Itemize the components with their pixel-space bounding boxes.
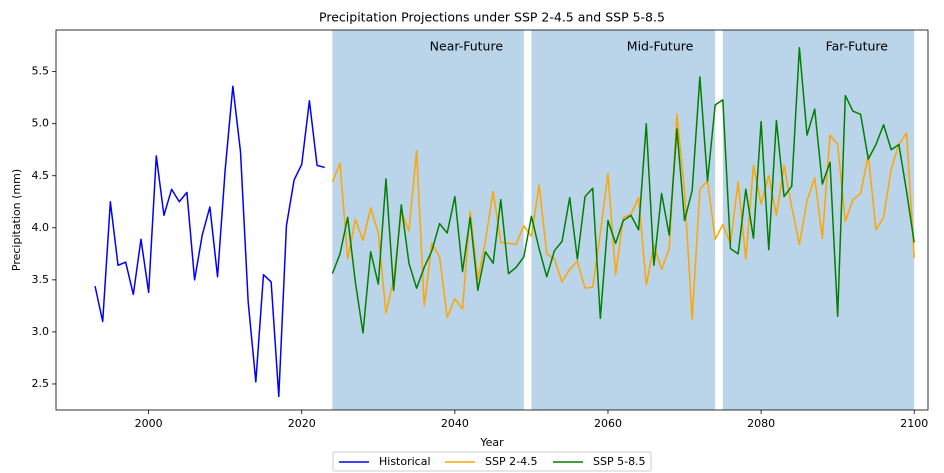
chart-title: Precipitation Projections under SSP 2-4.… <box>319 10 665 25</box>
x-tick-label: 2080 <box>747 417 775 430</box>
x-tick-label: 2020 <box>288 417 316 430</box>
legend-label: SSP 2-4.5 <box>485 455 538 468</box>
x-tick-label: 2060 <box>594 417 622 430</box>
y-tick-label: 5.5 <box>32 65 50 78</box>
y-tick-label: 4.0 <box>32 221 50 234</box>
x-tick-label: 2040 <box>441 417 469 430</box>
plot-frame <box>55 29 929 411</box>
legend-box <box>332 451 652 472</box>
series-line <box>94 85 325 398</box>
y-tick-label: 4.5 <box>32 169 50 182</box>
period-label: Far-Future <box>826 39 889 54</box>
x-tick-label: 2100 <box>900 417 928 430</box>
period-label: Mid-Future <box>627 39 694 54</box>
y-tick-label: 5.0 <box>32 117 50 130</box>
y-tick-label: 3.0 <box>32 325 50 338</box>
x-axis-label: Year <box>479 436 504 449</box>
legend: Historical SSP 2-4.5 SSP 5-8.5 <box>332 451 652 472</box>
y-tick-label: 2.5 <box>32 377 50 390</box>
legend-label: Historical <box>379 455 431 468</box>
x-tick-label: 2000 <box>135 417 163 430</box>
period-span <box>722 30 915 410</box>
period-label: Near-Future <box>430 39 504 54</box>
period-span <box>332 30 524 410</box>
y-axis-label: Precipitation (mm) <box>10 169 23 271</box>
legend-label: SSP 5-8.5 <box>593 455 646 468</box>
series-line <box>331 113 915 321</box>
series-line <box>331 46 915 334</box>
y-tick-label: 3.5 <box>32 273 50 286</box>
